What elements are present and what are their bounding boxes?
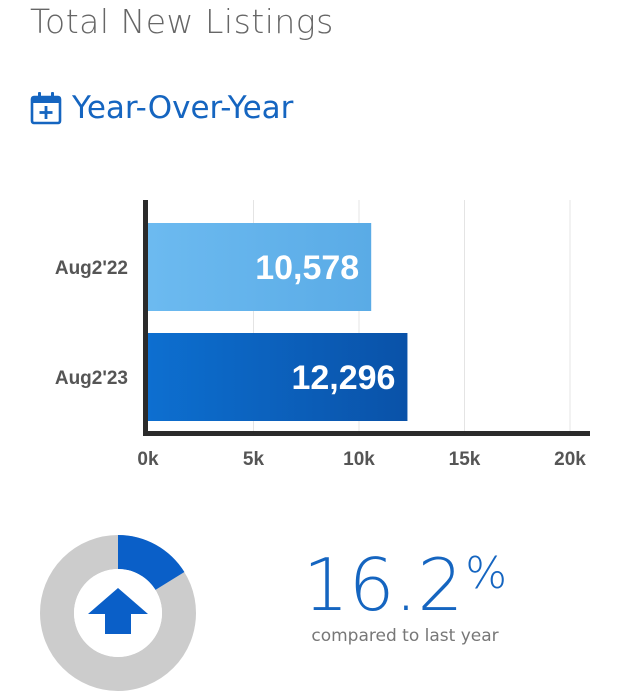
donut-fill-segment <box>118 535 185 590</box>
change-value: 16.2 <box>302 543 464 627</box>
category-label-1: Aug2'23 <box>55 368 128 389</box>
bar-value-label-1: 12,296 <box>291 359 395 397</box>
bar-1 <box>148 333 408 421</box>
bar-value-label-0: 10,578 <box>255 249 359 287</box>
x-tick-label-1: 5k <box>243 449 265 470</box>
bar-0 <box>148 223 372 311</box>
change-donut <box>40 535 196 691</box>
x-axis-line <box>143 431 590 436</box>
section-header: Year-Over-Year <box>30 88 293 128</box>
page-title: Total New Listings <box>30 2 334 41</box>
section-title: Year-Over-Year <box>72 90 294 126</box>
change-caption: compared to last year <box>311 626 499 646</box>
year-over-year-bar-chart: 10,578 Aug2'22 12,296 Aug2'23 0k 5k 10k 15k 20k <box>55 200 590 470</box>
x-tick-label-3: 15k <box>449 449 481 470</box>
x-tick-label-0: 0k <box>137 449 159 470</box>
calendar-plus-icon <box>30 92 62 125</box>
change-summary: 16.2% compared to last year <box>290 533 520 646</box>
x-tick-label-4: 20k <box>554 449 586 470</box>
category-label-0: Aug2'22 <box>55 258 128 279</box>
y-axis-line <box>143 200 148 436</box>
arrow-up-icon <box>88 588 148 634</box>
percent-sign: % <box>465 548 508 599</box>
x-tick-label-2: 10k <box>343 449 375 470</box>
change-percentage: 16.2% <box>290 533 520 626</box>
